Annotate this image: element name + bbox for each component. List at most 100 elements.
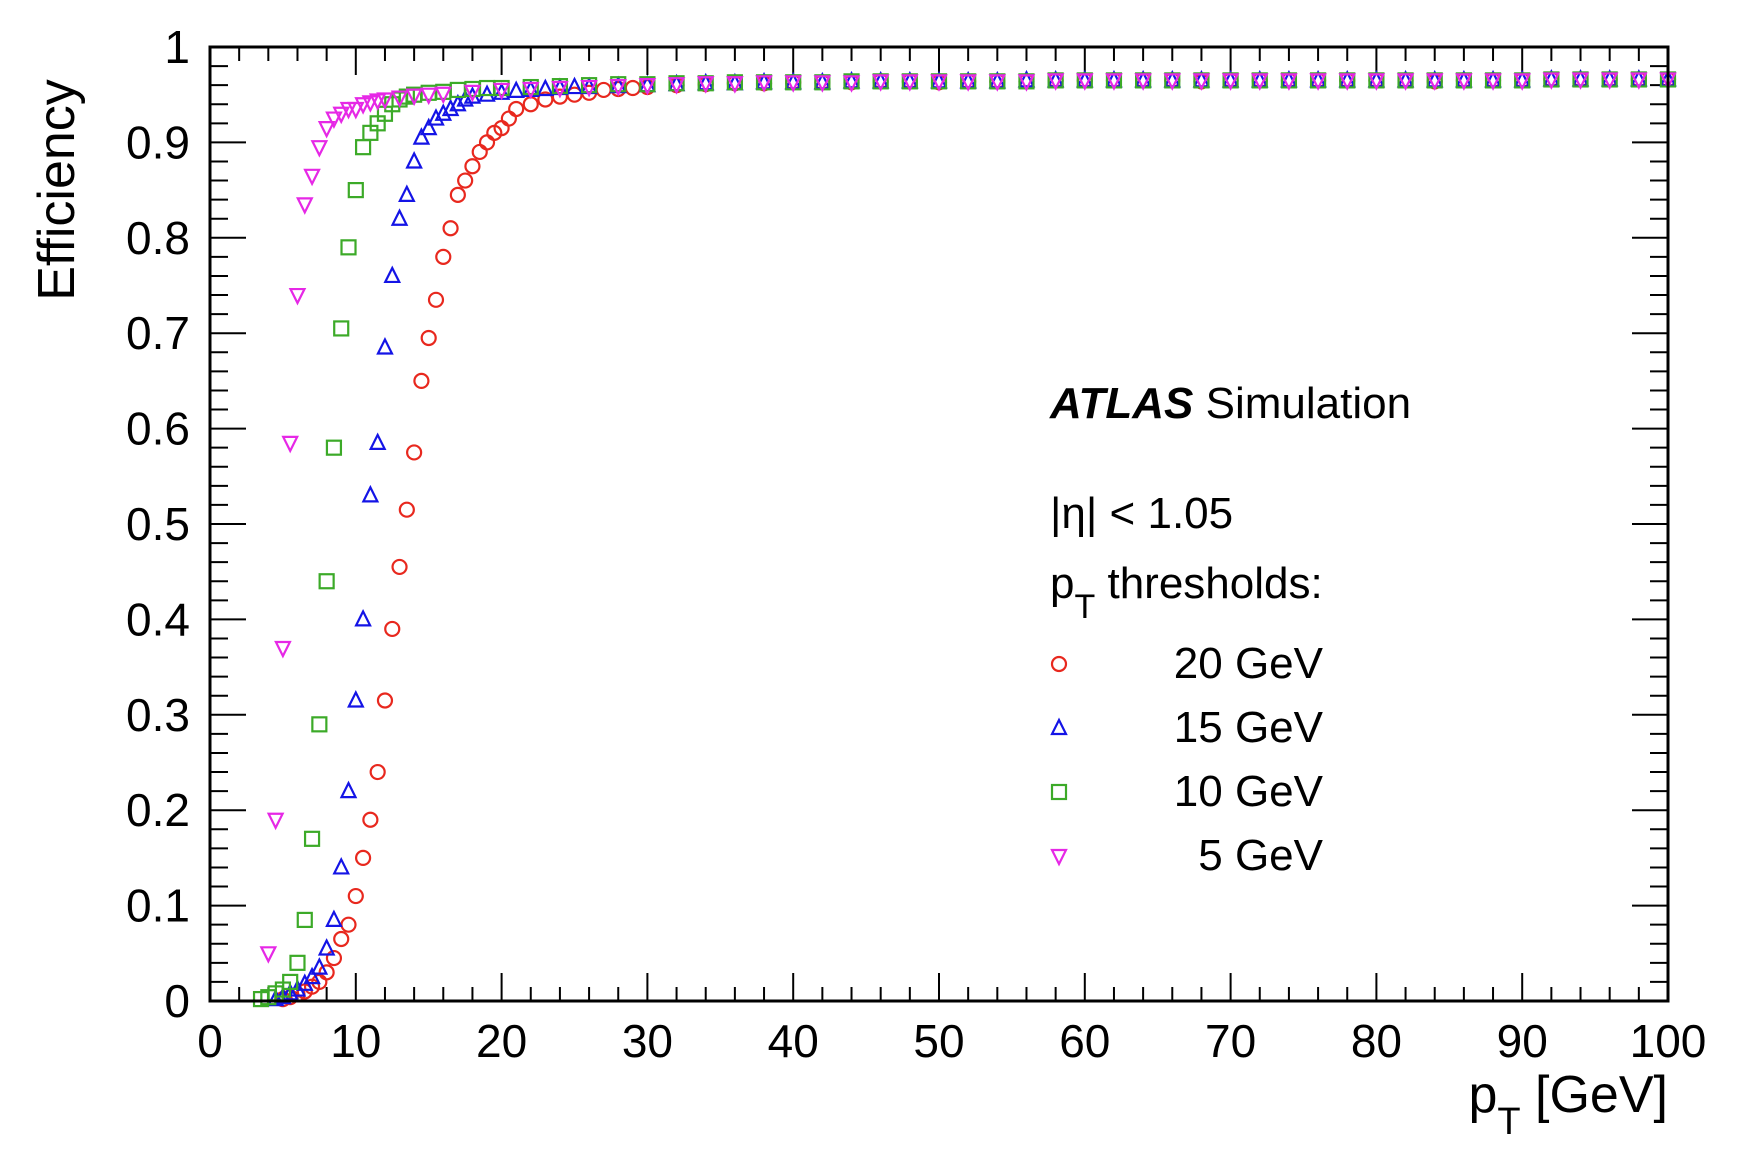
y-tick-label: 0.9 bbox=[126, 116, 190, 168]
data-point bbox=[1425, 73, 1444, 91]
x-tick-label: 60 bbox=[1059, 1015, 1110, 1067]
data-point bbox=[398, 501, 415, 518]
data-point bbox=[405, 88, 423, 107]
data-point bbox=[259, 946, 278, 964]
data-point bbox=[1105, 73, 1123, 91]
data-point bbox=[871, 74, 890, 92]
y-tick-label: 0 bbox=[164, 975, 190, 1027]
data-point bbox=[1163, 73, 1182, 91]
data-point bbox=[390, 90, 409, 109]
data-point bbox=[318, 964, 335, 981]
data-point bbox=[289, 954, 306, 971]
data-point bbox=[442, 220, 459, 237]
data-point bbox=[362, 811, 379, 828]
data-point bbox=[1630, 72, 1648, 90]
data-point bbox=[1309, 73, 1327, 91]
data-point bbox=[478, 134, 496, 151]
data-point bbox=[325, 949, 343, 967]
x-tick-label: 50 bbox=[913, 1015, 964, 1067]
data-point bbox=[391, 558, 408, 576]
data-point bbox=[726, 76, 744, 94]
data-point bbox=[266, 812, 285, 831]
data-point bbox=[449, 93, 467, 112]
legend-label: 15 GeV bbox=[1174, 703, 1324, 752]
data-point bbox=[281, 435, 299, 454]
legend-label: 20 GeV bbox=[1174, 639, 1324, 688]
legend-marker bbox=[1050, 655, 1068, 673]
data-point bbox=[368, 432, 387, 451]
data-point bbox=[406, 444, 423, 461]
y-tick-label: 0.2 bbox=[126, 784, 190, 836]
x-axis-title-unit: [GeV] bbox=[1521, 1066, 1668, 1124]
thresholds-label: pT thresholds: bbox=[1050, 559, 1323, 626]
data-point bbox=[1192, 73, 1211, 91]
data-point bbox=[507, 80, 525, 98]
data-point bbox=[317, 120, 336, 139]
data-point bbox=[1542, 72, 1561, 90]
data-point bbox=[551, 78, 569, 95]
data-point bbox=[521, 81, 540, 100]
data-point bbox=[332, 106, 350, 125]
data-point bbox=[457, 172, 474, 189]
data-point bbox=[376, 692, 394, 709]
atlas-label-experiment: ATLAS bbox=[1049, 379, 1193, 428]
x-tick-label: 80 bbox=[1351, 1015, 1402, 1067]
thresholds-label-p: p bbox=[1050, 559, 1074, 608]
data-point bbox=[1396, 73, 1415, 91]
data-point bbox=[1250, 73, 1269, 91]
atlas-label: ATLAS Simulation bbox=[1049, 379, 1411, 428]
data-point bbox=[310, 957, 329, 975]
data-point bbox=[376, 92, 394, 110]
data-point bbox=[696, 76, 715, 94]
y-tick-label: 0.3 bbox=[126, 689, 190, 741]
data-point bbox=[930, 74, 948, 92]
data-point bbox=[449, 186, 466, 203]
y-tick-label: 0.5 bbox=[126, 498, 190, 550]
data-point bbox=[333, 930, 350, 948]
data-point bbox=[318, 573, 335, 590]
y-tick-label: 0.8 bbox=[126, 212, 190, 264]
data-point bbox=[988, 74, 1007, 92]
data-point bbox=[580, 79, 598, 98]
data-point bbox=[398, 184, 416, 202]
data-point bbox=[310, 140, 329, 158]
tick-labels: 0 10 20 30 40 50 60 70 80 90 100 0 0.1 0.2 0.3 0.4 0.5 0.… bbox=[126, 21, 1706, 1067]
plot-frame bbox=[208, 45, 1670, 1003]
x-axis-title-main: p bbox=[1468, 1066, 1497, 1124]
x-tick-label: 20 bbox=[476, 1015, 527, 1067]
data-point bbox=[1367, 73, 1386, 91]
data-point bbox=[609, 79, 628, 97]
data-point bbox=[296, 911, 313, 929]
data-point bbox=[347, 690, 365, 708]
data-point bbox=[347, 887, 364, 905]
series-1 bbox=[266, 68, 1677, 1007]
data-point bbox=[667, 77, 686, 95]
data-point bbox=[464, 158, 481, 175]
x-tick-label: 40 bbox=[768, 1015, 819, 1067]
x-axis-title-sub: T bbox=[1497, 1101, 1520, 1143]
x-tick-label: 0 bbox=[197, 1015, 223, 1067]
data-point bbox=[354, 849, 372, 867]
x-tick-label: 30 bbox=[622, 1015, 673, 1067]
atlas-label-suffix: Simulation bbox=[1193, 379, 1411, 428]
axis-ticks bbox=[209, 46, 1669, 1002]
data-points bbox=[252, 68, 1677, 1008]
legend-marker bbox=[1050, 848, 1068, 867]
x-tick-label: 90 bbox=[1497, 1015, 1548, 1067]
thresholds-label-rest: thresholds: bbox=[1095, 559, 1322, 608]
data-point bbox=[901, 74, 919, 92]
data-point bbox=[419, 117, 438, 136]
x-tick-label: 70 bbox=[1205, 1015, 1256, 1067]
y-tick-label: 1 bbox=[164, 21, 190, 73]
data-point bbox=[405, 151, 423, 169]
data-point bbox=[536, 78, 555, 97]
x-tick-label: 10 bbox=[330, 1015, 381, 1067]
data-point bbox=[340, 916, 357, 933]
x-axis-title: pT [GeV] bbox=[1468, 1066, 1668, 1143]
legend: 20 GeV 15 GeV 10 GeV 5 GeV bbox=[1050, 639, 1324, 880]
data-point bbox=[580, 77, 598, 94]
data-point bbox=[610, 76, 627, 93]
legend-marker bbox=[1050, 717, 1068, 736]
data-point bbox=[813, 75, 832, 93]
data-point bbox=[1017, 74, 1036, 92]
